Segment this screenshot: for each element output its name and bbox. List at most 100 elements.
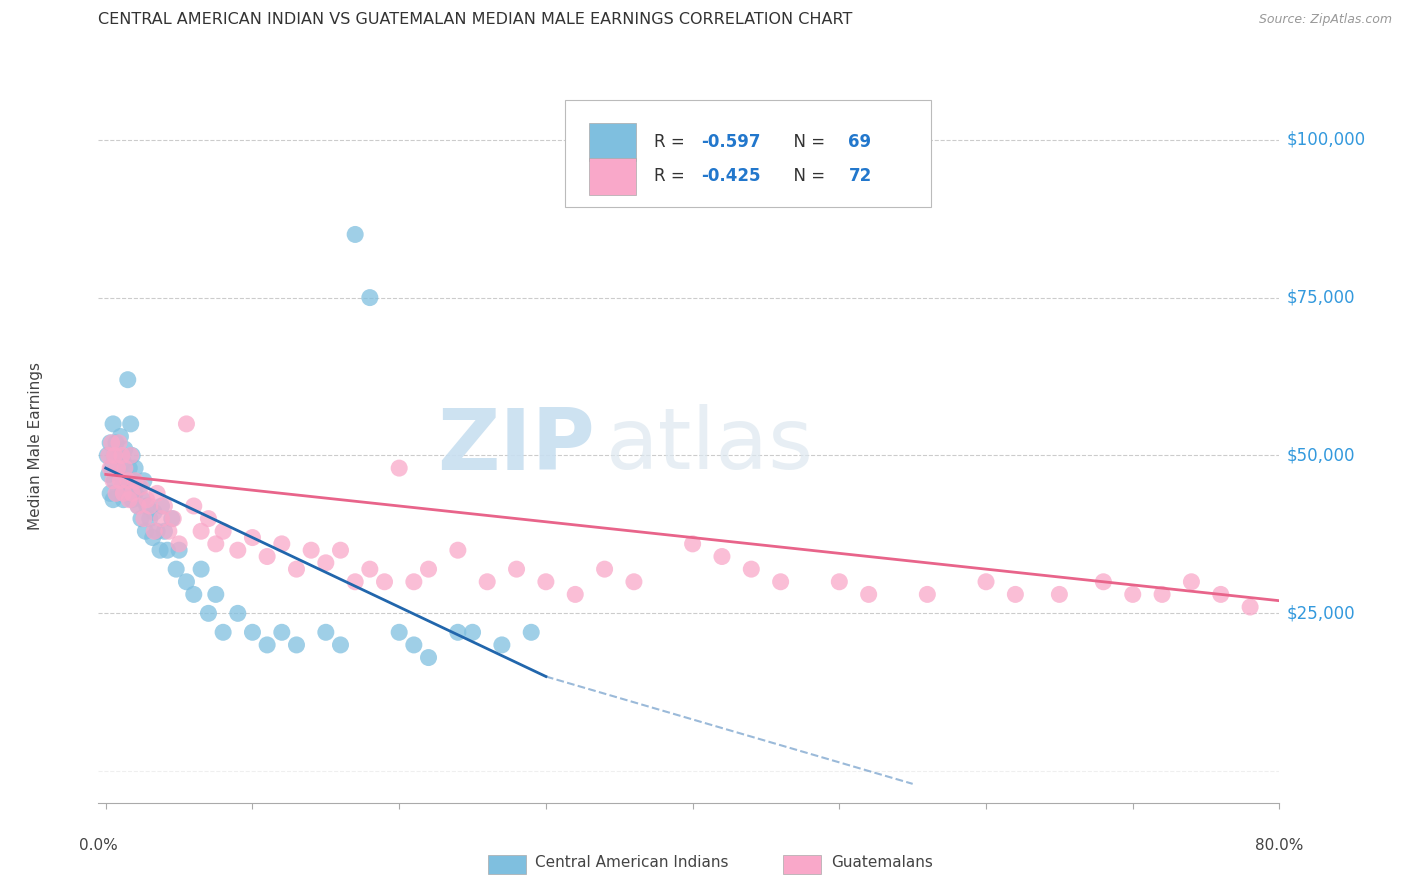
Point [190,562,212,576]
Point [129,511,152,525]
Point [101,492,124,507]
Point [1239,600,1261,615]
Point [242,531,264,545]
Point [285,638,308,652]
Text: ZIP: ZIP [437,404,595,488]
Point [359,562,381,576]
Point [176,574,198,589]
Point [623,574,645,589]
Text: CENTRAL AMERICAN INDIAN VS GUATEMALAN MEDIAN MALE EARNINGS CORRELATION CHART: CENTRAL AMERICAN INDIAN VS GUATEMALAN ME… [98,12,853,27]
Point [917,587,939,601]
Point [117,474,139,488]
Point [153,499,176,513]
Point [167,543,190,558]
Point [117,373,139,387]
Text: 80.0%: 80.0% [1256,838,1303,854]
Point [111,480,134,494]
Point [197,607,219,621]
Point [108,435,131,450]
Point [477,574,499,589]
Text: atlas: atlas [606,404,814,488]
Point [110,474,132,488]
Point [402,574,425,589]
Point [107,486,129,500]
Bar [589,158,636,194]
Point [101,417,124,431]
Point [110,467,132,482]
Point [226,607,249,621]
Text: N =: N = [783,168,831,186]
Point [122,474,145,488]
Point [204,587,226,601]
Point [121,449,143,463]
Point [105,486,128,500]
Point [143,505,166,519]
Point [520,625,543,640]
Point [344,227,367,242]
Point [112,455,135,469]
Point [112,486,135,500]
Point [359,291,381,305]
Bar [488,855,526,874]
Point [505,562,527,576]
Point [142,531,165,545]
Point [176,417,198,431]
Point [107,461,129,475]
Point [974,574,997,589]
Point [285,562,308,576]
Point [1152,587,1174,601]
Point [256,638,278,652]
Point [111,449,134,463]
Point [103,449,125,463]
Point [132,474,155,488]
Point [114,461,136,475]
Point [149,543,172,558]
Point [402,638,425,652]
Point [129,480,152,494]
Point [124,486,146,500]
Point [127,499,149,513]
Point [682,537,704,551]
Point [143,524,166,539]
Point [388,625,411,640]
Text: $50,000: $50,000 [1286,447,1355,465]
Point [156,543,179,558]
Point [1092,574,1115,589]
Point [270,625,292,640]
Point [108,449,131,463]
Point [1122,587,1144,601]
Point [373,574,395,589]
Point [131,492,153,507]
Text: 69: 69 [848,133,872,151]
Text: $25,000: $25,000 [1286,605,1355,623]
Point [447,543,470,558]
Point [418,562,440,576]
Point [190,524,212,539]
Point [150,511,173,525]
Point [315,625,337,640]
Text: Guatemalans: Guatemalans [831,855,932,871]
Point [96,449,118,463]
Point [97,449,120,463]
Point [593,562,616,576]
Bar [783,855,821,874]
Point [256,549,278,564]
Point [162,511,184,525]
Point [105,435,128,450]
Text: N =: N = [783,133,831,151]
Point [329,543,352,558]
Point [160,511,183,525]
Point [183,499,205,513]
Point [103,474,125,488]
Point [107,461,129,475]
FancyBboxPatch shape [565,100,931,207]
Point [1004,587,1026,601]
Point [491,638,513,652]
Point [118,461,141,475]
Point [828,574,851,589]
Point [139,499,162,513]
Point [1180,574,1202,589]
Point [135,492,157,507]
Text: $75,000: $75,000 [1286,289,1355,307]
Point [98,461,121,475]
